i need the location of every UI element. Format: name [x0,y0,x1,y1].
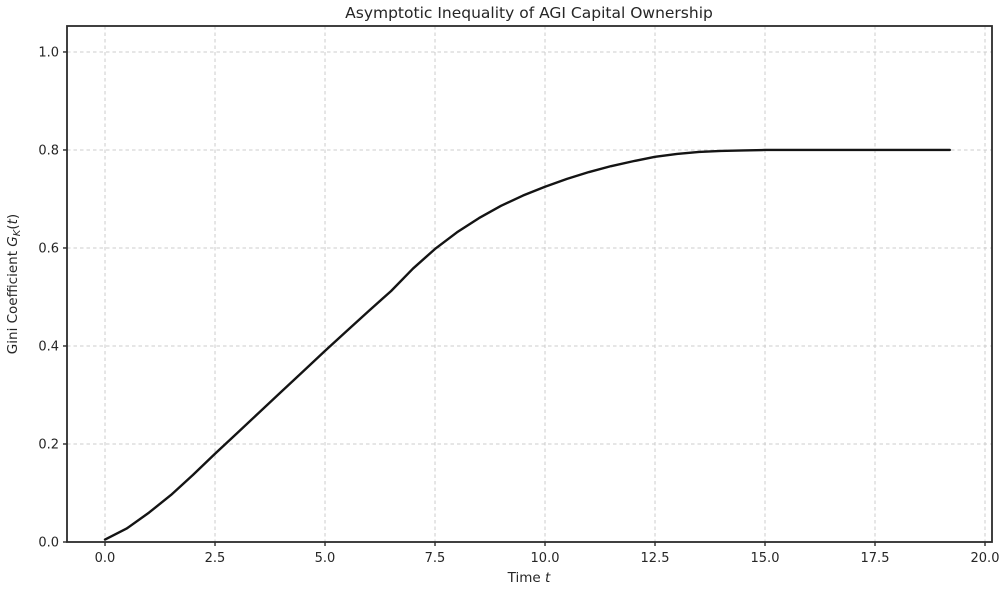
axes-box [66,25,993,543]
y-axis-label-part: t [5,218,21,224]
y-tick-label: 0.0 [38,536,59,551]
x-tick-label: 10.0 [531,551,560,566]
y-axis-label-part: G [5,236,21,246]
y-tick-label: 0.2 [38,437,59,452]
series-layer [103,148,951,541]
y-tick-label: 1.0 [38,45,59,60]
x-tick-label: 20.0 [971,551,1000,566]
y-tick-label: 0.8 [38,143,59,158]
y-axis-label-part: ( [5,224,21,229]
gini-curve [103,148,951,541]
x-tick-label: 7.5 [425,551,446,566]
x-tick-label: 0.0 [95,551,116,566]
y-tick-label: 0.4 [38,339,59,354]
tick-layer: 0.0 2.5 5.0 7.5 10.0 12.5 15.0 17.5 20.0 0.0 0.2 0.… [38,45,999,566]
y-axis-label: Gini Coefficient GK(t) [5,214,23,354]
axes-spines [66,25,993,543]
x-axis-label-part: Time [507,570,545,586]
grid-layer [67,26,992,543]
x-tick-label: 15.0 [751,551,780,566]
x-axis-label: Time t [507,570,551,586]
x-tick-label: 12.5 [641,551,670,566]
y-axis-label-subscript: K [12,228,23,236]
x-tick-label: 17.5 [861,551,890,566]
y-tick-label: 0.6 [38,241,59,256]
y-axis-label-part: Gini Coefficient [5,247,21,354]
x-tick-label: 5.0 [315,551,336,566]
chart-title: Asymptotic Inequality of AGI Capital Own… [345,4,713,22]
x-tick-label: 2.5 [205,551,226,566]
y-axis-label-part: ) [5,214,21,219]
x-axis-label-part: t [545,570,551,586]
